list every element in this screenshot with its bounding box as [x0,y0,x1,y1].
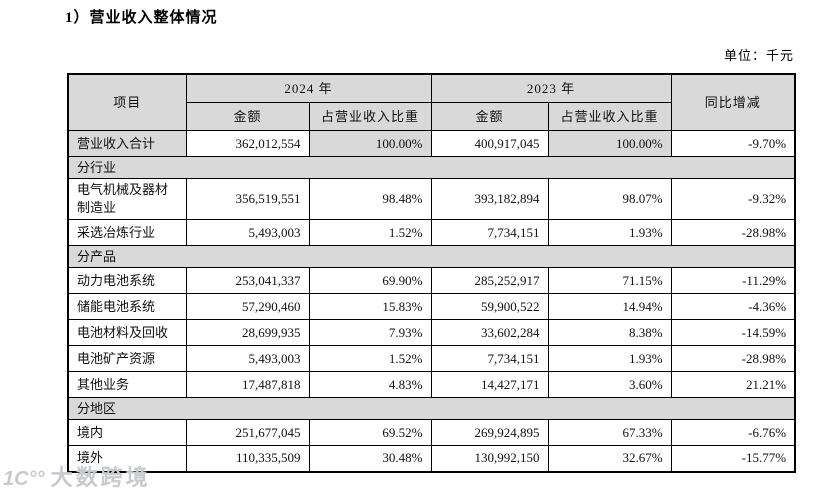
header-year-2024: 2024 年 [185,73,432,103]
item-label: 电池矿产资源 [67,345,187,372]
amount-2024: 356,519,551 [185,178,310,220]
amount-2023: 269,924,895 [430,419,549,446]
revenue-table: 项目 2024 年 2023 年 同比增减 金额 占营业收入比重 金额 占营业收… [67,73,797,473]
amount-2023: 130,992,150 [430,445,549,472]
ratio-2023: 14.94% [547,293,672,320]
amount-2024: 251,677,045 [185,419,310,446]
section-row: 分产品 [67,245,796,268]
item-label: 动力电池系统 [67,267,187,294]
unit-label: 单位：千元 [723,48,794,63]
ratio-2023: 98.07% [547,178,672,220]
amount-2023: 7,734,151 [430,345,549,372]
yoy-change: 21.21% [670,371,796,398]
item-label: 储能电池系统 [67,293,187,320]
amount-2023: 393,182,894 [430,178,549,220]
amount-2023: 7,734,151 [430,219,549,246]
revenue-table-body: 营业收入合计 362,012,554 100.00% 400,917,045 100.0… [67,130,796,472]
header-item: 项目 [67,73,187,131]
ratio-2024: 1.52% [308,345,432,372]
ratio-2023: 32.67% [547,445,672,472]
ratio-2023: 8.38% [547,319,672,346]
header-amount-2023: 金额 [430,102,549,131]
yoy-change: -9.32% [670,178,796,220]
amount-2024: 57,290,460 [185,293,310,320]
amount-2023: 14,427,171 [430,371,549,398]
section-label: 分产品 [67,245,796,268]
watermark-text: 大数跨境 [50,465,151,490]
yoy-change: -4.36% [670,293,796,320]
amount-2024: 5,493,003 [185,345,310,372]
table-row: 境外 110,335,509 30.48% 130,992,150 32.67% -15.… [67,445,796,472]
header-year-2023: 2023 年 [430,73,672,103]
amount-2023: 33,602,284 [430,319,549,346]
item-label: 境外 [67,445,187,472]
ratio-2024: 15.83% [308,293,432,320]
header-row-years: 项目 2024 年 2023 年 同比增减 [67,73,796,131]
page-title: 1）营业收入整体情况 [65,10,218,26]
ratio-2024: 98.48% [308,178,432,220]
section-label: 分行业 [67,156,796,179]
revenue-table-header: 项目 2024 年 2023 年 同比增减 金额 占营业收入比重 金额 占营业收… [67,73,796,131]
yoy-change: -6.76% [670,419,796,446]
header-row-measures: 金额 占营业收入比重 金额 占营业收入比重 [68,102,795,131]
item-label: 其他业务 [67,371,187,398]
ratio-2024: 30.48% [308,445,432,472]
table-row: 储能电池系统 57,290,460 15.83% 59,900,522 14.94% -4… [67,293,796,320]
ratio-2024: 100.00% [308,130,432,157]
item-label: 电池材料及回收 [67,319,187,346]
section-row: 分行业 [67,156,796,179]
ratio-2023: 3.60% [547,371,672,398]
table-row: 电池矿产资源 5,493,003 1.52% 7,734,151 1.93% -28.98… [67,345,796,372]
table-row: 境内 251,677,045 69.52% 269,924,895 67.33% -6.7… [67,419,796,446]
ratio-2023: 67.33% [547,419,672,446]
header-ratio-2023: 占营业收入比重 [547,102,672,131]
amount-2024: 253,041,337 [185,267,310,294]
header-amount-2024: 金额 [185,102,310,131]
yoy-change: -14.59% [670,319,796,346]
table-row: 采选冶炼行业 5,493,003 1.52% 7,734,151 1.93% -28.98… [67,219,796,246]
header-ratio-2024: 占营业收入比重 [308,102,432,131]
ratio-2024: 7.93% [308,319,432,346]
item-label: 采选冶炼行业 [67,219,187,246]
item-label: 电气机械及器材制造业 [67,178,187,220]
section-label: 分地区 [67,397,796,420]
yoy-change: -28.98% [670,345,796,372]
yoy-change: -11.29% [670,267,796,294]
watermark-logo-icon: 1C°° [3,468,45,490]
ratio-2024: 1.52% [308,219,432,246]
amount-2024: 110,335,509 [185,445,310,472]
amount-2024: 17,487,818 [185,371,310,398]
yoy-change: -9.70% [670,130,796,157]
header-yoy: 同比增减 [670,73,796,131]
ratio-2023: 100.00% [547,130,672,157]
item-label: 营业收入合计 [67,130,187,157]
amount-2024: 28,699,935 [185,319,310,346]
watermark: 1C°° 大数跨境 [3,460,151,492]
amount-2023: 59,900,522 [430,293,549,320]
ratio-2024: 69.90% [308,267,432,294]
table-row: 电气机械及器材制造业 356,519,551 98.48% 393,182,894 98… [67,178,796,220]
amount-2023: 285,252,917 [430,267,549,294]
item-label: 境内 [67,419,187,446]
section-row: 分地区 [67,397,796,420]
ratio-2023: 1.93% [547,345,672,372]
ratio-2023: 71.15% [547,267,672,294]
amount-2024: 362,012,554 [185,130,310,157]
table-row: 营业收入合计 362,012,554 100.00% 400,917,045 100.0… [67,130,796,157]
amount-2023: 400,917,045 [430,130,549,157]
ratio-2024: 69.52% [308,419,432,446]
yoy-change: -28.98% [670,219,796,246]
table-row: 其他业务 17,487,818 4.83% 14,427,171 3.60% 21.21% [67,371,796,398]
amount-2024: 5,493,003 [185,219,310,246]
ratio-2024: 4.83% [308,371,432,398]
table-row: 动力电池系统 253,041,337 69.90% 285,252,917 71.15%… [67,267,796,294]
yoy-change: -15.77% [670,445,796,472]
table-row: 电池材料及回收 28,699,935 7.93% 33,602,284 8.38% -14… [67,319,796,346]
ratio-2023: 1.93% [547,219,672,246]
